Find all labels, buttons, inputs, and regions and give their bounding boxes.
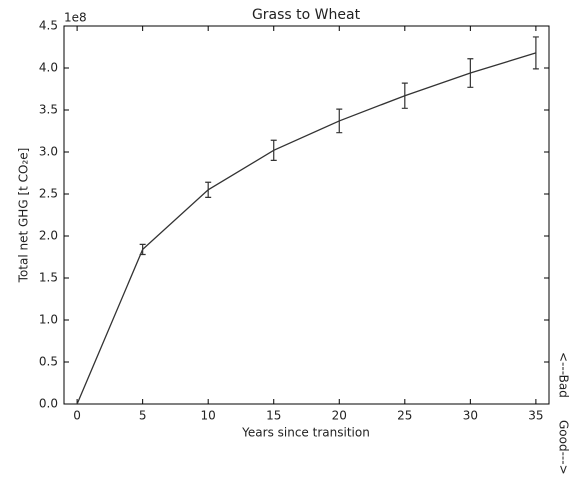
x-tick-label: 15 (266, 409, 281, 423)
y-tick-label: 2.0 (39, 229, 58, 243)
error-bar (139, 243, 146, 256)
y-tick-label: 1.0 (39, 313, 58, 327)
x-tick-label: 5 (139, 409, 147, 423)
x-tick-label: 25 (397, 409, 412, 423)
annotation: Good---> (557, 420, 571, 475)
line (76, 52, 537, 405)
error-bar (401, 82, 408, 109)
y-tick-label: 3.0 (39, 145, 58, 159)
x-tick-label: 0 (73, 409, 81, 423)
error-bar (532, 36, 539, 70)
y-tick-label: 4.5 (39, 19, 58, 33)
y-tick-label: 4.0 (39, 61, 58, 75)
y-axis-label: Total net GHG [t CO₂e] (17, 148, 31, 284)
plot-frame (63, 25, 550, 405)
y-tick-label: 2.5 (39, 187, 58, 201)
error-bar (467, 58, 474, 88)
x-tick-label: 35 (528, 409, 543, 423)
error-bar (336, 108, 343, 134)
x-tick-label: 10 (201, 409, 216, 423)
x-axis-label: Years since transition (241, 426, 370, 440)
y-tick-label: 3.5 (39, 103, 58, 117)
x-tick-label: 20 (332, 409, 347, 423)
x-tick-label: 30 (463, 409, 478, 423)
error-bar (205, 181, 212, 198)
y-tick-label: 0.0 (39, 397, 58, 411)
error-bar (270, 139, 277, 161)
annotation: <---Bad (557, 352, 571, 398)
y-offset-label: 1e8 (64, 11, 87, 25)
y-tick-label: 0.5 (39, 355, 58, 369)
chart-title: Grass to Wheat (252, 7, 361, 23)
y-tick-label: 1.5 (39, 271, 58, 285)
